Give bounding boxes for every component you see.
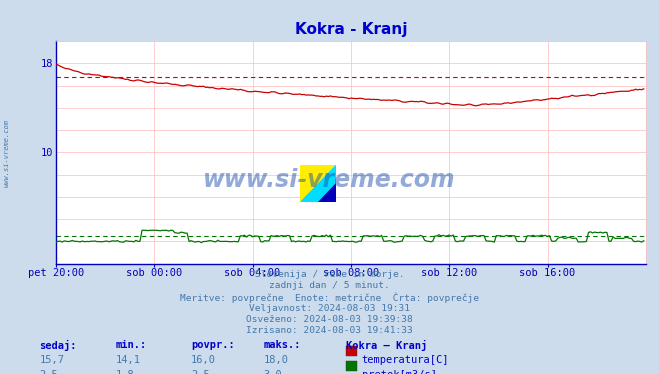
Text: zadnji dan / 5 minut.: zadnji dan / 5 minut. bbox=[269, 281, 390, 290]
Text: 1,8: 1,8 bbox=[115, 370, 134, 374]
Text: www.si-vreme.com: www.si-vreme.com bbox=[3, 119, 10, 187]
Polygon shape bbox=[300, 165, 336, 202]
Text: sedaj:: sedaj: bbox=[40, 340, 77, 350]
Text: 2,5: 2,5 bbox=[191, 370, 210, 374]
Text: temperatura[C]: temperatura[C] bbox=[362, 355, 449, 365]
Text: povpr.:: povpr.: bbox=[191, 340, 235, 350]
Text: 14,1: 14,1 bbox=[115, 355, 140, 365]
Text: Osveženo: 2024-08-03 19:39:38: Osveženo: 2024-08-03 19:39:38 bbox=[246, 315, 413, 324]
Title: Kokra - Kranj: Kokra - Kranj bbox=[295, 22, 407, 37]
Text: Meritve: povprečne  Enote: metrične  Črta: povprečje: Meritve: povprečne Enote: metrične Črta:… bbox=[180, 292, 479, 303]
Text: maks.:: maks.: bbox=[264, 340, 301, 350]
Text: Veljavnost: 2024-08-03 19:31: Veljavnost: 2024-08-03 19:31 bbox=[249, 304, 410, 313]
Text: Kokra – Kranj: Kokra – Kranj bbox=[346, 340, 427, 350]
Text: www.si-vreme.com: www.si-vreme.com bbox=[203, 168, 456, 191]
Text: 18,0: 18,0 bbox=[264, 355, 289, 365]
Text: pretok[m3/s]: pretok[m3/s] bbox=[362, 370, 437, 374]
Text: Slovenija / reke in morje.: Slovenija / reke in morje. bbox=[255, 270, 404, 279]
Text: 3,0: 3,0 bbox=[264, 370, 282, 374]
Text: 15,7: 15,7 bbox=[40, 355, 65, 365]
Polygon shape bbox=[300, 165, 336, 202]
Text: min.:: min.: bbox=[115, 340, 146, 350]
Text: 16,0: 16,0 bbox=[191, 355, 216, 365]
Text: 2,5: 2,5 bbox=[40, 370, 58, 374]
Text: Izrisano: 2024-08-03 19:41:33: Izrisano: 2024-08-03 19:41:33 bbox=[246, 326, 413, 335]
Polygon shape bbox=[318, 183, 336, 202]
